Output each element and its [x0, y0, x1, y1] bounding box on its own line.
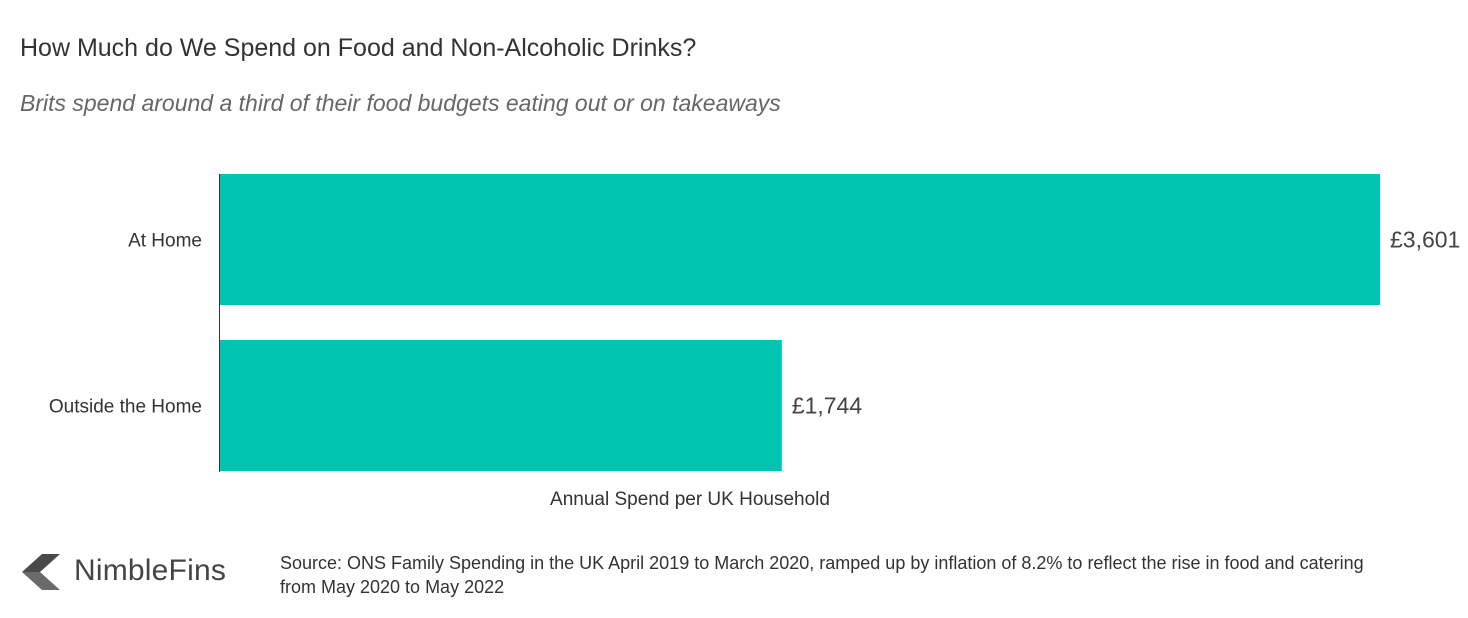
chart-title: How Much do We Spend on Food and Non-Alc… — [20, 34, 697, 62]
bar-at-home — [220, 174, 1380, 305]
value-label: £1,744 — [792, 393, 863, 419]
nimblefins-logo: NimbleFins — [20, 548, 270, 592]
nimblefins-logo-mark-icon — [22, 554, 60, 590]
footer: NimbleFins Source: ONS Family Spending i… — [20, 548, 1460, 608]
category-label: At Home — [128, 231, 202, 252]
category-label: Outside the Home — [49, 397, 202, 418]
bar-outside-the-home — [220, 340, 782, 471]
value-label: £3,601 — [1390, 227, 1460, 253]
source-note: Source: ONS Family Spending in the UK Ap… — [280, 553, 1364, 597]
bars-group: At Home £3,601 Outside the Home £1,744 — [49, 174, 1460, 471]
chart-subtitle: Brits spend around a third of their food… — [20, 90, 781, 116]
bar-chart: At Home £3,601 Outside the Home £1,744 Annu… — [49, 174, 1460, 510]
logo-wordmark: NimbleFins — [74, 554, 227, 587]
x-axis-title: Annual Spend per UK Household — [550, 489, 830, 510]
